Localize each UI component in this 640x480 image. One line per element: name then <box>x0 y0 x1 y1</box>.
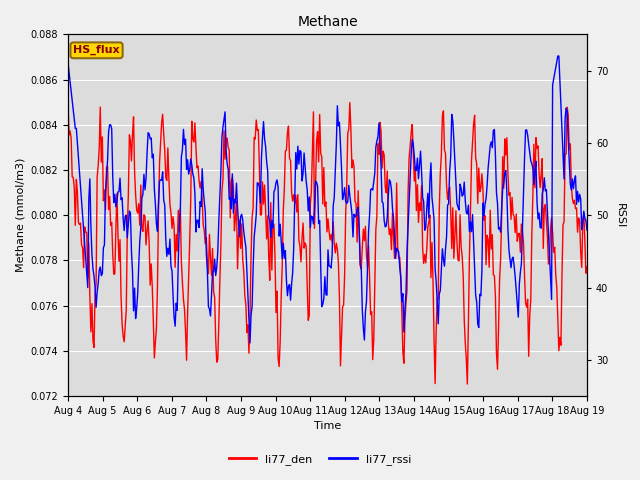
li77_den <box>346 100 354 106</box>
li77_den <box>314 129 321 134</box>
li77_rssi <box>583 227 591 233</box>
li77_rssi <box>573 202 580 207</box>
li77_rssi <box>346 193 354 199</box>
li77_den <box>573 205 580 211</box>
li77_den <box>345 126 353 132</box>
li77_rssi <box>246 340 254 346</box>
li77_rssi <box>554 53 562 59</box>
Line: li77_den: li77_den <box>68 103 587 384</box>
Title: Methane: Methane <box>297 15 358 29</box>
Legend: li77_den, li77_rssi: li77_den, li77_rssi <box>224 450 416 469</box>
X-axis label: Time: Time <box>314 421 341 432</box>
li77_rssi <box>312 179 319 184</box>
Line: li77_rssi: li77_rssi <box>68 56 587 343</box>
li77_rssi <box>64 60 72 66</box>
li77_den <box>64 102 72 108</box>
li77_den <box>310 226 318 231</box>
li77_rssi <box>315 221 323 227</box>
Text: HS_flux: HS_flux <box>73 45 120 56</box>
Y-axis label: Methane (mmol/m3): Methane (mmol/m3) <box>15 158 25 273</box>
li77_den <box>374 141 381 147</box>
li77_den <box>492 293 499 299</box>
li77_den <box>463 381 471 387</box>
li77_den <box>583 264 591 270</box>
li77_rssi <box>374 134 381 140</box>
Y-axis label: RSSI: RSSI <box>615 203 625 228</box>
li77_rssi <box>490 127 498 132</box>
